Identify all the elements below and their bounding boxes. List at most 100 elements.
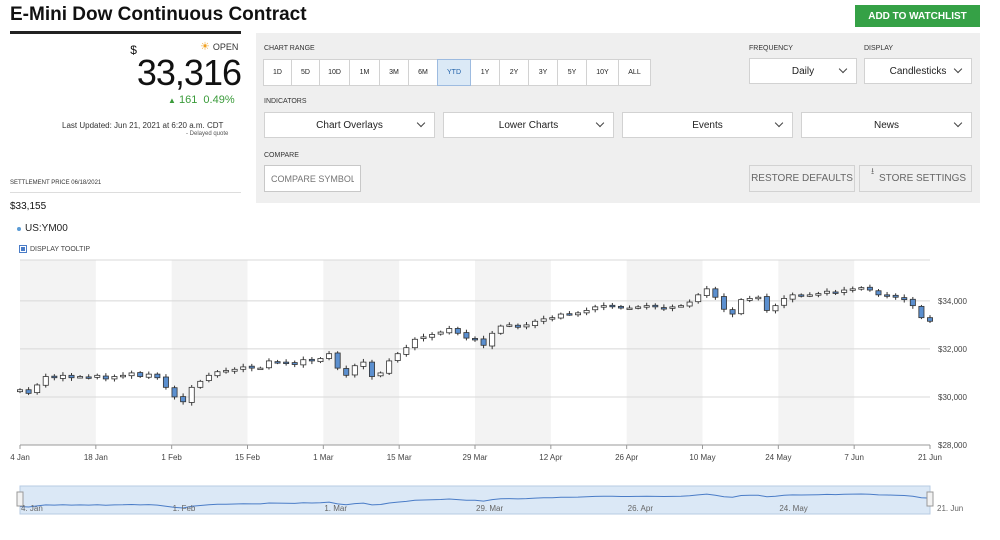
candlestick: [377, 372, 384, 377]
candlestick: [317, 358, 324, 363]
candlestick: [712, 288, 719, 298]
candlestick: [489, 332, 496, 347]
candlestick: [695, 294, 702, 303]
navigator-handle[interactable]: [16, 491, 24, 507]
candlestick: [394, 353, 401, 361]
candlestick: [592, 306, 599, 311]
candlestick: [360, 361, 367, 367]
candlestick: [772, 305, 779, 312]
range-1y-button[interactable]: 1Y: [470, 59, 500, 86]
display-select[interactable]: Candlesticks: [864, 58, 972, 84]
page-title: E-Mini Dow Continuous Contract: [10, 4, 307, 25]
candlestick: [497, 325, 504, 334]
candlestick: [334, 352, 341, 369]
add-to-watchlist-button[interactable]: ADD TO WATCHLIST: [855, 5, 980, 27]
checkbox-icon[interactable]: [19, 245, 27, 253]
lower-charts-label: Lower Charts: [498, 119, 559, 131]
navigator-handle[interactable]: [926, 491, 934, 507]
last-price-value: 33,316: [136, 52, 242, 93]
candlestick: [609, 304, 616, 308]
candlestick: [437, 331, 444, 335]
candlestick: [137, 372, 144, 377]
restore-defaults-button[interactable]: RESTORE DEFAULTS: [749, 165, 855, 192]
download-icon: ⭳: [871, 166, 875, 176]
candlestick: [343, 368, 350, 376]
navigator-label: 29. Mar: [476, 504, 503, 513]
candlestick: [369, 361, 375, 377]
range-navigator[interactable]: 4. Jan 1. Feb 1. Mar 29. Mar 26. Apr 24. May 2…: [0, 478, 1000, 518]
chevron-down-icon: [953, 118, 963, 128]
lower-charts-select[interactable]: Lower Charts: [443, 112, 614, 138]
candlestick: [257, 367, 264, 371]
range-10y-button[interactable]: 10Y: [586, 59, 619, 86]
news-select[interactable]: News: [801, 112, 972, 138]
candlestick: [660, 307, 667, 310]
navigator-label: 1. Mar: [324, 504, 347, 513]
market-status: ☀ OPEN: [200, 40, 239, 53]
candlestick: [94, 374, 101, 378]
events-select[interactable]: Events: [622, 112, 793, 138]
x-tick-label: 24 May: [765, 453, 791, 462]
candlestick: [626, 307, 633, 310]
y-tick-label: $28,000: [938, 441, 967, 450]
candlestick: [635, 306, 642, 309]
candlestick: [403, 347, 410, 355]
navigator-label: 26. Apr: [628, 504, 654, 513]
candlestick: [42, 376, 49, 386]
candlestick: [171, 387, 178, 398]
series-legend: US:YM00: [17, 223, 68, 234]
x-tick-label: 26 Apr: [615, 453, 638, 462]
candlestick: [806, 294, 813, 297]
range-all-button[interactable]: ALL: [618, 59, 651, 86]
range-1d-button[interactable]: 1D: [263, 59, 292, 86]
candlestick: [738, 299, 745, 315]
sun-icon: ☀: [200, 40, 210, 53]
candlestick: [506, 324, 513, 327]
range-10d-button[interactable]: 10D: [319, 59, 350, 86]
compare-symbol-input[interactable]: [264, 165, 361, 192]
candlestick: [849, 288, 856, 291]
y-tick-label: $34,000: [938, 297, 967, 306]
candlestick: [540, 318, 547, 322]
candlestick: [145, 373, 152, 378]
frequency-select[interactable]: Daily: [749, 58, 857, 84]
candlestick: [575, 312, 581, 316]
x-tick-label: 21 Jun: [918, 453, 942, 462]
range-ytd-button[interactable]: YTD: [437, 59, 471, 86]
candlestick: [240, 366, 247, 370]
candlestick: [326, 353, 333, 359]
range-5y-button[interactable]: 5Y: [557, 59, 587, 86]
candlestick: [420, 336, 427, 339]
range-2y-button[interactable]: 2Y: [499, 59, 529, 86]
candlestick: [300, 359, 307, 366]
candlestick: [763, 296, 770, 311]
chart-band: [626, 260, 703, 445]
navigator-label: 1. Feb: [173, 504, 196, 513]
candlestick: [583, 310, 590, 314]
price-chart[interactable]: $34,000 $32,000 $30,000 $28,000 4 Jan 18 Jan 1…: [0, 255, 1000, 470]
market-status-label: OPEN: [212, 42, 239, 52]
display-tooltip-toggle[interactable]: DISPLAY TOOLTIP: [19, 245, 90, 253]
candlestick: [901, 297, 908, 301]
candlestick: [180, 396, 187, 403]
range-6m-button[interactable]: 6M: [408, 59, 438, 86]
range-3m-button[interactable]: 3M: [379, 59, 409, 86]
candlestick: [411, 338, 418, 349]
candlestick: [17, 389, 23, 393]
news-label: News: [873, 119, 899, 131]
delayed-quote-note: - Delayed quote: [186, 131, 229, 137]
candlestick: [841, 289, 848, 293]
candlestick: [781, 298, 788, 306]
candlestick: [514, 324, 521, 328]
candlestick: [918, 305, 925, 319]
range-5d-button[interactable]: 5D: [291, 59, 320, 86]
store-settings-button[interactable]: ⭳ STORE SETTINGS: [859, 165, 972, 192]
range-1m-button[interactable]: 1M: [349, 59, 380, 86]
chart-range-label: CHART RANGE: [264, 45, 315, 52]
chevron-down-icon: [953, 64, 963, 74]
chart-overlays-select[interactable]: Chart Overlays: [264, 112, 435, 138]
candlestick: [549, 317, 556, 320]
candlestick: [111, 376, 118, 380]
range-3y-button[interactable]: 3Y: [528, 59, 558, 86]
up-arrow-icon: ▲: [168, 96, 176, 105]
